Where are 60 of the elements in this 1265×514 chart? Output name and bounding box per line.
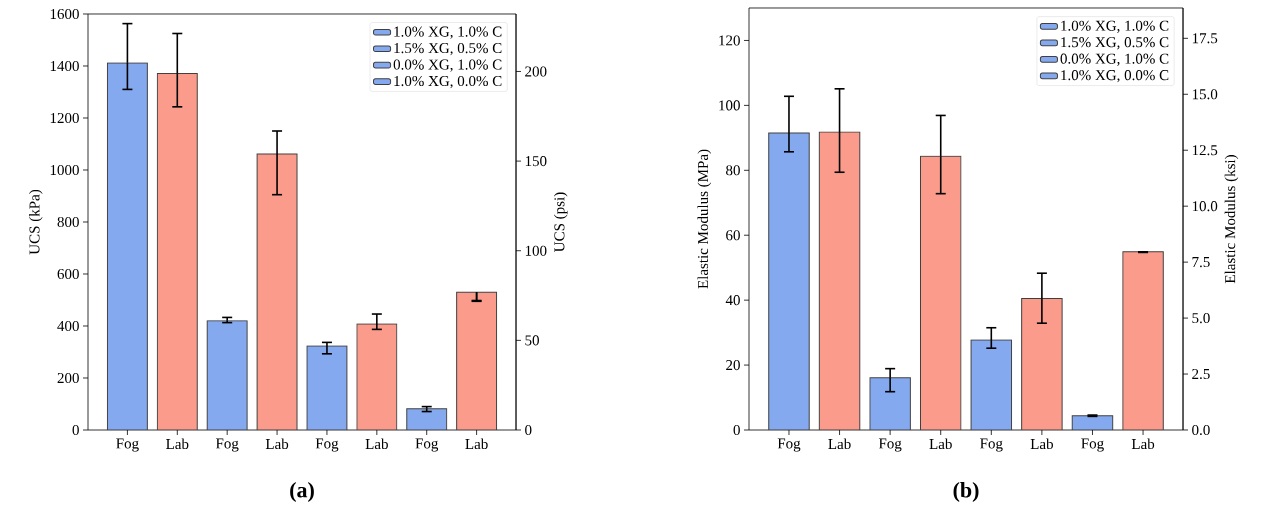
x-tick-label: Lab [929, 438, 952, 450]
x-tick-label: Fog [315, 438, 339, 452]
y-axis-title: Elastic Modulus (MPa) [697, 149, 712, 289]
y2-tick-label: 12.5 [1192, 145, 1218, 156]
y2-tick-label: 100 [525, 245, 547, 256]
y-tick-label: 400 [57, 320, 79, 332]
x-tick-label: Fog [1081, 438, 1104, 452]
y-tick-label: 1000 [50, 164, 79, 176]
y-tick-label: 40 [725, 295, 740, 306]
x-tick-label: Lab [828, 438, 851, 450]
legend-label: 1.0% XG, 0.0% C [394, 75, 502, 89]
y2-tick-label: 0.0 [1192, 424, 1210, 436]
x-tick-label: Lab [166, 438, 189, 450]
y2-tick-label: 0 [525, 424, 532, 436]
y-tick-label: 1600 [50, 8, 79, 20]
y2-tick-label: 200 [525, 66, 547, 77]
y-tick-label: 0 [733, 424, 740, 436]
y2-axis-title: UCS (psi) [553, 192, 568, 252]
x-tick-label: Lab [365, 438, 388, 450]
x-tick-label: Fog [777, 438, 801, 452]
x-tick-label: Lab [1131, 438, 1155, 450]
x-tick-label: Fog [116, 438, 139, 452]
legend-label: 1.0% XG, 0.0% C [1061, 70, 1169, 83]
y2-tick-label: 50 [525, 335, 539, 346]
legend-label: 1.5% XG, 0.5% C [1061, 37, 1169, 50]
y-tick-label: 0 [72, 424, 79, 436]
text: (a) [290, 482, 314, 502]
x-tick-label: Lab [465, 438, 488, 450]
x-tick-label: Lab [265, 438, 289, 450]
legend-label: 0.0% XG, 1.0% C [1060, 53, 1169, 66]
legend-label: 1.0% XG, 1.0% C [1061, 20, 1169, 33]
x-tick-label: Fog [415, 438, 439, 452]
y2-tick-label: 150 [525, 156, 547, 167]
y-tick-label: 120 [719, 35, 740, 46]
y2-tick-label: 5.0 [1192, 313, 1210, 324]
y2-tick-label: 2.5 [1192, 368, 1210, 380]
y-tick-label: 60 [726, 230, 740, 241]
text: (b) [953, 482, 979, 502]
legend-label: 1.0% XG, 1.0% C [394, 26, 502, 39]
y2-tick-label: 10.0 [1192, 201, 1218, 212]
y-tick-label: 80 [726, 165, 740, 176]
y2-tick-label: 15.0 [1192, 89, 1218, 100]
x-tick-label: Fog [215, 438, 239, 452]
y-tick-label: 1200 [50, 112, 79, 124]
y-tick-label: 600 [57, 268, 79, 280]
x-tick-label: Lab [1030, 438, 1053, 450]
x-tick-label: Fog [878, 438, 902, 452]
y-tick-label: 100 [719, 100, 740, 111]
y-tick-label: 1400 [50, 60, 79, 72]
legend-label: 0.0% XG, 1.0% C [393, 59, 502, 72]
y2-tick-label: 17.5 [1192, 33, 1218, 44]
legend-label: 1.5% XG, 0.5% C [394, 42, 502, 56]
y2-axis-title: Elastic Modulus (ksi) [1224, 155, 1239, 284]
x-tick-label: Fog [980, 438, 1003, 452]
y-tick-label: 800 [57, 216, 79, 228]
bar [356, 323, 398, 430]
y2-tick-label: 7.5 [1192, 257, 1210, 268]
y-axis-title: UCS (kPa) [29, 189, 43, 255]
y-tick-label: 200 [57, 372, 79, 384]
y-tick-label: 20 [726, 360, 740, 371]
